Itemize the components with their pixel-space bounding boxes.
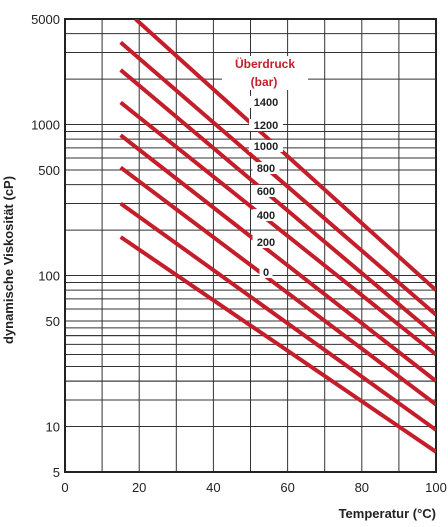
series-line-1200: [119, 40, 436, 317]
series-label-bg-800: [252, 162, 280, 174]
series-label-bg-1400: [249, 96, 283, 108]
series-label-bg-400: [252, 209, 280, 221]
plot-frame: [64, 18, 437, 473]
y-tick-label: 5: [53, 465, 60, 480]
series-line-800: [119, 100, 436, 357]
series-line-1000: [119, 68, 436, 338]
x-tick-label: 0: [61, 480, 68, 495]
y-tick-label: 5000: [31, 12, 60, 27]
x-tick-label: 80: [355, 480, 369, 495]
series-line-1400: [134, 19, 436, 292]
series-label-bg-1200: [249, 119, 283, 131]
series-label-400: 400: [257, 210, 275, 222]
y-tick-labels: 5000 1000 500 100 50 10 5: [31, 12, 60, 480]
series-label-1000: 1000: [254, 141, 278, 153]
series-line-200: [119, 201, 436, 432]
annotation-line-1: Überdruck: [235, 56, 295, 71]
annotation-line-2: (bar): [251, 75, 278, 89]
series-label-200: 200: [257, 237, 275, 249]
series-label-1400: 1400: [254, 97, 278, 109]
series-label-bg-0: [259, 266, 273, 278]
series-label-bg-600: [252, 185, 280, 197]
y-tick-label: 1000: [31, 118, 60, 133]
series-label-bg-1000: [249, 140, 283, 152]
series-line-600: [119, 133, 436, 383]
series-line-400: [119, 165, 436, 407]
y-tick-label: 100: [38, 269, 60, 284]
series-lines: [119, 19, 436, 454]
x-tick-label: 60: [280, 480, 294, 495]
series-label-bg-200: [252, 236, 280, 248]
y-tick-label: 10: [46, 420, 60, 435]
series-label-0: 0: [263, 267, 269, 279]
grid: [65, 19, 436, 472]
y-axis-title: dynamische Viskosität (cP): [1, 176, 16, 344]
x-tick-label: 20: [132, 480, 146, 495]
x-tick-label: 100: [425, 480, 447, 495]
series-line-0: [119, 235, 436, 454]
x-axis-title: Temperatur (°C): [339, 506, 436, 521]
annotation-background: [222, 56, 308, 90]
x-tick-label: 40: [206, 480, 220, 495]
y-tick-label: 50: [46, 314, 60, 329]
series-label-600: 600: [257, 186, 275, 198]
series-label-1200: 1200: [254, 120, 278, 132]
series-label-800: 800: [257, 163, 275, 175]
y-tick-label: 500: [38, 163, 60, 178]
x-tick-labels: 0 20 40 60 80 100: [61, 480, 446, 495]
series-labels: 0 200 400 600 800 1000 1200 1400: [249, 96, 283, 279]
